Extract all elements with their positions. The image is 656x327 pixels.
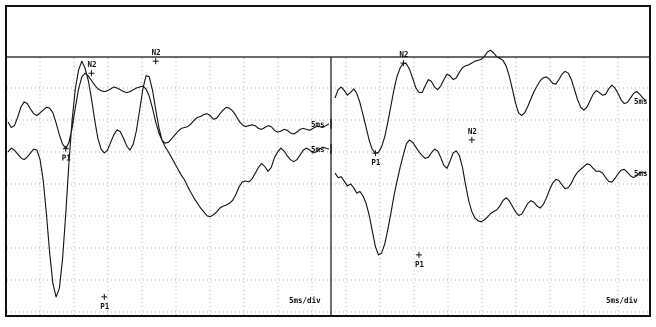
panel-2-trace-2 <box>334 139 647 256</box>
peak-label-n2: N2 <box>468 127 477 136</box>
trace-scale-label: 5ms <box>634 97 648 106</box>
peak-label-p1: P1 <box>62 154 72 163</box>
peak-label-p1: P1 <box>415 260 425 269</box>
timebase-label: 5ms/div <box>289 296 321 305</box>
trace-scale-label: 5ms <box>311 145 325 154</box>
peak-label-p1: P1 <box>371 158 381 167</box>
panel-1-trace-1 <box>7 72 330 150</box>
labels-layer: P1 N2 5ms P1 N2 5ms 5ms/div P1 N2 5ms P1 N2 5ms 5ms/d… <box>62 48 648 311</box>
trace-scale-label: 5ms <box>634 169 648 178</box>
trace-scale-label: 5ms <box>311 120 325 129</box>
panel-1-trace-2 <box>7 60 330 298</box>
peak-label-n2: N2 <box>152 48 161 57</box>
peak-label-n2: N2 <box>399 50 408 59</box>
timebase-label: 5ms/div <box>606 296 638 305</box>
panel-2-trace-1 <box>334 49 647 154</box>
peak-label-n2: N2 <box>87 60 96 69</box>
figure-frame <box>5 5 651 317</box>
peak-label-p1: P1 <box>100 302 110 311</box>
traces-layer <box>7 49 647 298</box>
grid <box>7 58 649 315</box>
